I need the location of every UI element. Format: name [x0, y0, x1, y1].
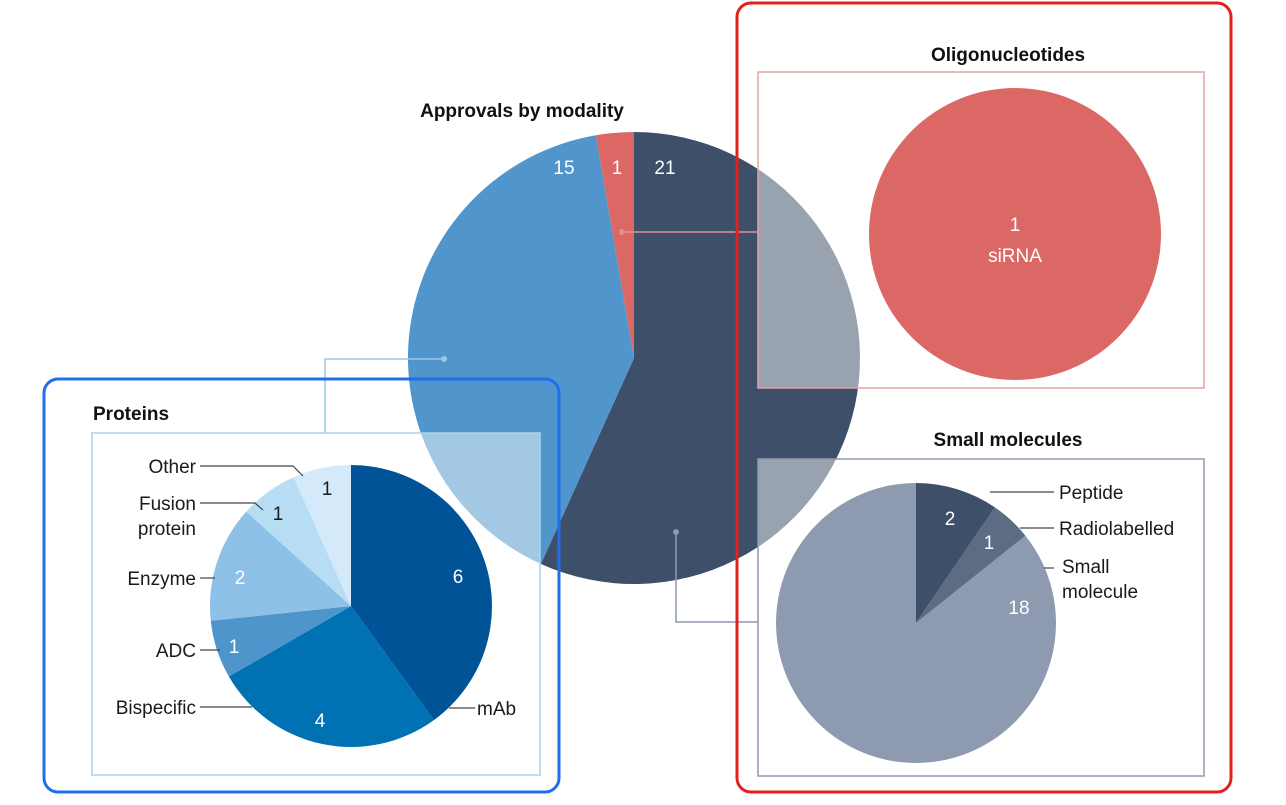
- proteins-value-fusion-protein: 1: [273, 504, 284, 525]
- main-slice-proteins: [407, 135, 634, 564]
- proteins-slice-adc: [210, 606, 351, 677]
- small-molecules-pie: [776, 483, 1057, 763]
- main-chart-title: Approvals by modality: [420, 101, 624, 122]
- small-molecules-value-peptide: 2: [945, 509, 956, 530]
- proteins-slice-enzyme: [209, 511, 351, 621]
- small-molecules-slice-peptide: [916, 483, 995, 623]
- small-molecules-value-small-molecule: 18: [1008, 598, 1029, 619]
- proteins-value-mab: 6: [453, 567, 464, 588]
- oligonucleotides-title: Oligonucleotides: [931, 45, 1085, 66]
- proteins-value-adc: 1: [229, 637, 240, 658]
- connector-proteins: [324, 356, 447, 433]
- oligonucleotides-slice-sirna: [869, 88, 1161, 380]
- proteins-value-bispecific: 4: [315, 711, 326, 732]
- proteins-slice-fusion-protein: [246, 477, 351, 606]
- oligonucleotides-value-sirna: 1: [1010, 215, 1021, 236]
- small-molecules-value-radiolabelled: 1: [984, 533, 995, 554]
- main-value-proteins: 15: [553, 158, 574, 179]
- small-molecules-leader-lines: [990, 491, 1054, 569]
- proteins-slice-bispecific: [228, 606, 434, 748]
- connector-oligonucleotides: [619, 229, 758, 235]
- oligonucleotides-small-molecules-highlight-box: [735, 1, 1233, 794]
- main-slice-small-molecules: [540, 132, 860, 584]
- proteins-label-mab: mAb: [477, 699, 516, 720]
- small-molecules-label-small-molecule-line2: molecule: [1062, 582, 1138, 603]
- proteins-slice-other: [293, 465, 351, 606]
- proteins-value-enzyme: 2: [235, 568, 246, 589]
- proteins-title: Proteins: [93, 404, 169, 425]
- proteins-highlight-box: [42, 377, 561, 794]
- main-pie: [407, 132, 860, 584]
- small-molecules-title: Small molecules: [934, 430, 1083, 451]
- small-molecules-label-radiolabelled: Radiolabelled: [1059, 519, 1174, 540]
- small-molecules-label-peptide: Peptide: [1059, 483, 1123, 504]
- oligonucleotides-pie: [869, 88, 1161, 380]
- small-molecules-label-small-molecule-line1: Small: [1062, 557, 1110, 578]
- oligonucleotides-label-sirna: siRNA: [988, 246, 1042, 267]
- main-slice-oligonucleotides: [595, 132, 634, 358]
- small-molecules-slice-small-molecule: [776, 483, 1057, 763]
- proteins-slice-mab: [351, 465, 493, 721]
- proteins-leader-lines: [200, 465, 475, 709]
- proteins-label-other: Other: [148, 457, 196, 478]
- small-molecules-slice-radiolabelled: [916, 507, 1026, 623]
- proteins-value-other: 1: [322, 479, 333, 500]
- main-value-oligonucleotides: 1: [612, 158, 623, 179]
- connector-small-molecules: [673, 529, 758, 623]
- proteins-label-adc: ADC: [156, 641, 196, 662]
- proteins-pie: [209, 465, 493, 748]
- proteins-label-fusion-protein-line2: protein: [138, 519, 196, 540]
- proteins-label-enzyme: Enzyme: [127, 569, 196, 590]
- main-value-small-molecules: 21: [654, 158, 675, 179]
- proteins-label-fusion-protein-line1: Fusion: [139, 494, 196, 515]
- proteins-label-bispecific: Bispecific: [116, 698, 196, 719]
